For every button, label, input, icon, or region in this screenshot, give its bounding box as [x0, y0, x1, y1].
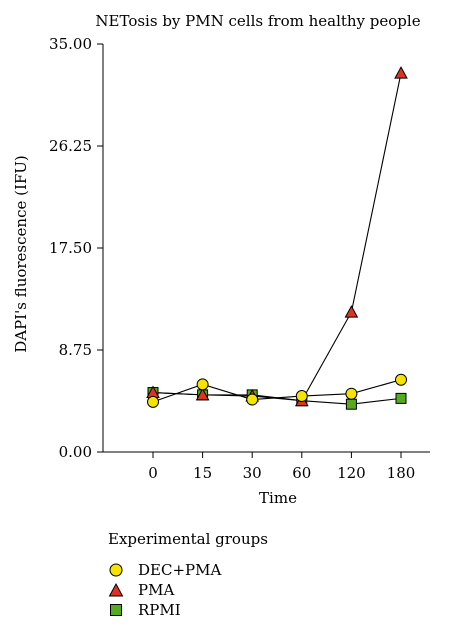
line-chart: NETosis by PMN cells from healthy people… — [12, 12, 430, 507]
x-tick-label: 0 — [148, 464, 158, 482]
x-tick-label: 120 — [337, 464, 366, 482]
x-tick-label: 60 — [292, 464, 311, 482]
y-tick-label: 35.00 — [49, 35, 92, 53]
data-point-dec-pma — [395, 373, 407, 386]
data-point-dec-pma — [196, 378, 209, 391]
square-marker-icon — [110, 604, 122, 616]
legend: Experimental groups DEC+PMA PMA RPMI — [108, 530, 268, 620]
y-axis-label: DAPI's fluorescence (IFU) — [12, 155, 30, 353]
y-tick-label: 26.25 — [49, 137, 92, 155]
legend-label-pma: PMA — [138, 581, 175, 599]
triangle-marker-icon — [108, 582, 124, 597]
data-point-dec-pma — [147, 395, 159, 408]
x-axis-ticks: 0 15 30 60 120 180 — [148, 452, 415, 482]
data-point-rpmi — [345, 398, 357, 410]
y-axis-ticks: 0.00 8.75 17.50 26.25 35.00 — [49, 35, 103, 461]
y-tick-label: 17.50 — [49, 239, 92, 257]
legend-title: Experimental groups — [108, 530, 268, 548]
series-lines — [152, 73, 402, 405]
x-tick-label: 180 — [387, 464, 416, 482]
data-point-rpmi — [395, 392, 407, 404]
series-line-pma — [152, 73, 402, 402]
y-tick-label: 8.75 — [59, 341, 92, 359]
series-line-rpmi — [152, 391, 402, 405]
legend-item-rpmi: RPMI — [108, 600, 268, 620]
data-point-pma — [344, 305, 359, 318]
circle-marker-icon — [109, 563, 123, 577]
data-point-pma — [195, 387, 210, 401]
legend-item-dec-pma: DEC+PMA — [108, 560, 268, 580]
legend-label-rpmi: RPMI — [138, 601, 181, 619]
y-tick-label: 0.00 — [59, 443, 92, 461]
series-markers — [146, 66, 408, 410]
legend-item-pma: PMA — [108, 580, 268, 600]
x-tick-label: 15 — [193, 464, 212, 482]
data-point-dec-pma — [345, 387, 358, 400]
x-axis-label: Time — [259, 489, 297, 507]
x-tick-label: 30 — [243, 464, 262, 482]
data-point-pma — [394, 66, 408, 79]
legend-label-dec-pma: DEC+PMA — [138, 561, 222, 579]
data-point-dec-pma — [295, 390, 308, 403]
chart-title: NETosis by PMN cells from healthy people — [95, 12, 420, 30]
data-point-dec-pma — [246, 393, 259, 406]
